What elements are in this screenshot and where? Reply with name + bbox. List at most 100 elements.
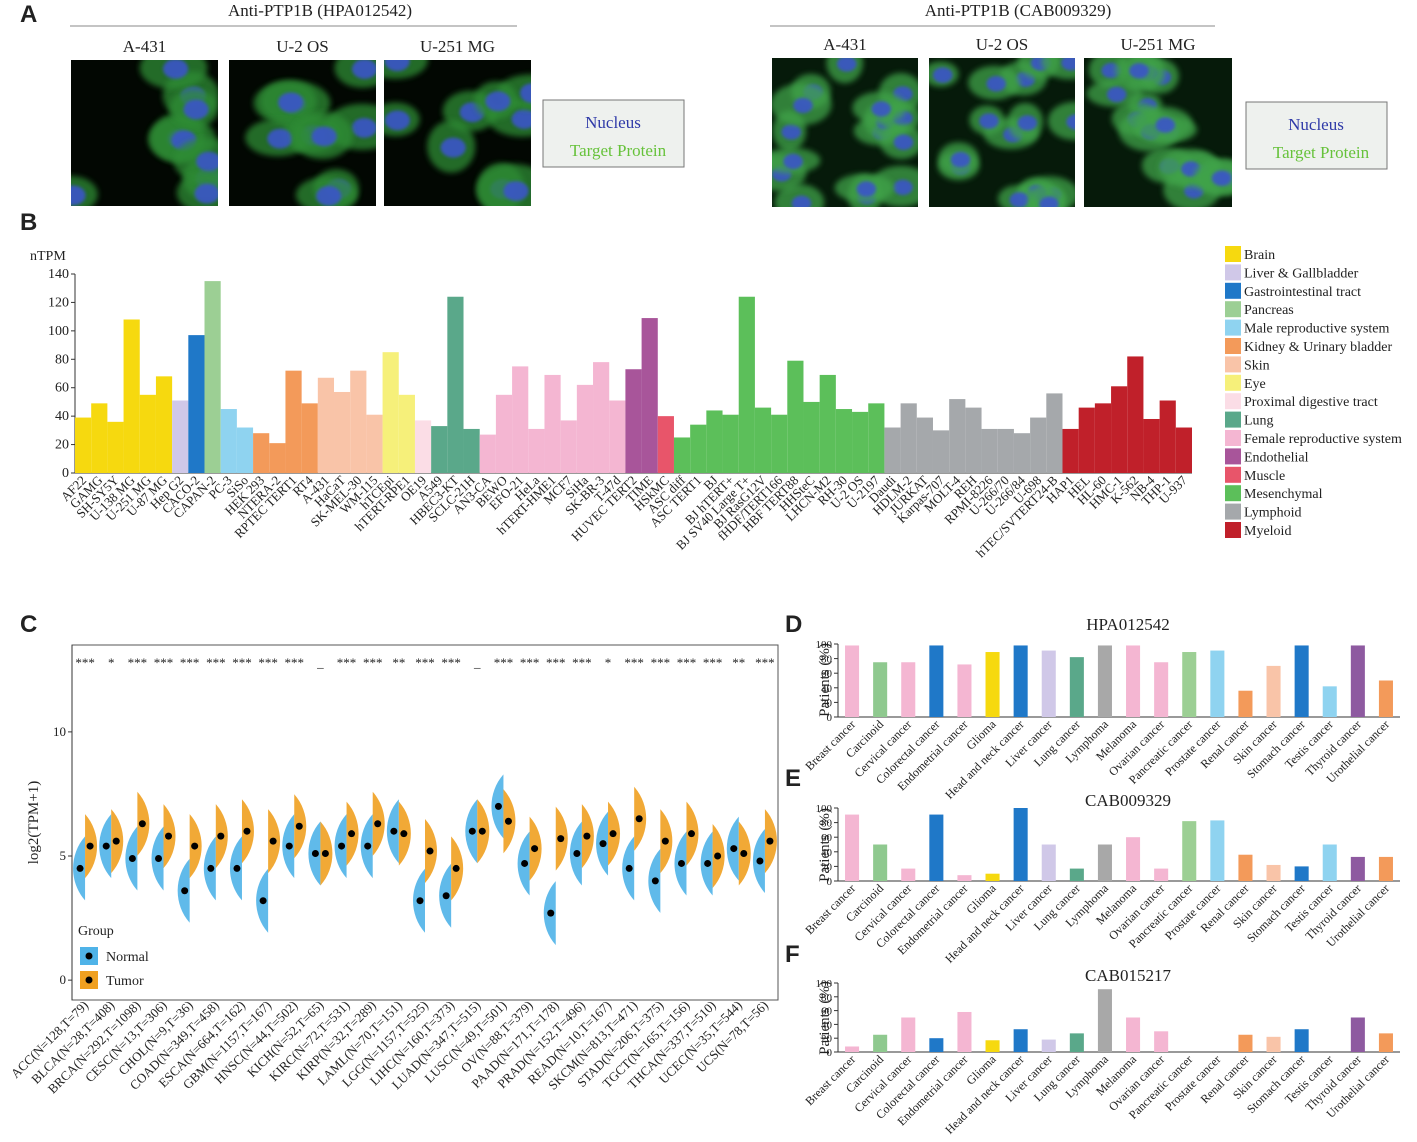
bar <box>1126 837 1141 881</box>
micrograph-content <box>1084 58 1232 207</box>
significance-label: *** <box>546 655 566 670</box>
bar <box>949 399 966 473</box>
bar <box>965 407 982 473</box>
bar <box>1154 1031 1169 1052</box>
legend-swatch <box>1225 393 1241 410</box>
micrograph <box>929 58 1075 207</box>
bar <box>431 426 448 473</box>
y-tick-label: 20 <box>821 697 833 709</box>
bar <box>253 433 270 473</box>
median-point <box>191 842 199 850</box>
bar <box>204 281 221 473</box>
y-tick-label: 5 <box>60 848 67 863</box>
median-point <box>651 877 659 885</box>
median-point <box>128 854 136 862</box>
cell-line-label: U-251 MG <box>420 37 495 56</box>
bar <box>1143 418 1160 473</box>
legend-swatch <box>1225 374 1241 391</box>
bar <box>172 400 189 473</box>
bar <box>1041 1039 1056 1052</box>
median-point <box>217 832 225 840</box>
nucleus <box>1066 114 1075 130</box>
nucleus <box>1129 63 1149 79</box>
median-point <box>86 842 94 850</box>
bar <box>916 417 933 473</box>
significance-label: *** <box>75 655 95 670</box>
cell-line-label: U-251 MG <box>1120 35 1195 54</box>
bar <box>706 410 723 473</box>
median-point <box>416 897 424 905</box>
legend-swatch <box>1225 338 1241 354</box>
chart-title: HPA012542 <box>1086 615 1169 634</box>
significance-label: *** <box>363 655 383 670</box>
y-tick-label: 0 <box>827 1047 833 1059</box>
bar <box>845 1046 860 1052</box>
nucleus <box>950 151 971 168</box>
bar <box>900 403 917 473</box>
nucleus <box>1211 170 1232 186</box>
micrograph-content <box>229 60 376 206</box>
y-tick-label: 20 <box>55 438 69 453</box>
nucleus <box>503 181 529 201</box>
nucleus <box>1039 196 1059 207</box>
median-point <box>468 827 476 835</box>
bar <box>957 1011 972 1052</box>
y-tick-label: 100 <box>816 639 833 651</box>
median-point <box>573 850 581 858</box>
bar <box>641 318 658 473</box>
bar <box>1182 652 1197 717</box>
bar <box>1238 690 1253 717</box>
panel-label: E <box>785 765 801 792</box>
bar <box>873 662 888 717</box>
bar <box>236 427 254 473</box>
bar <box>382 352 399 473</box>
nucleus <box>519 83 531 103</box>
bar <box>981 428 998 473</box>
legend-swatch <box>1225 301 1241 318</box>
nucleus <box>267 128 293 149</box>
bar <box>75 417 92 473</box>
bar <box>1094 403 1112 473</box>
significance-label: *** <box>415 655 435 670</box>
cytoplasm <box>173 138 218 183</box>
bar <box>1041 844 1056 881</box>
micrograph <box>384 60 531 206</box>
bar <box>845 814 860 881</box>
nucleus <box>384 110 411 131</box>
significance-label: *** <box>258 655 278 670</box>
bar <box>107 421 124 473</box>
significance-label: *** <box>285 655 305 670</box>
bar <box>1210 650 1225 717</box>
legend-swatch <box>1225 522 1241 538</box>
y-tick-label: 60 <box>821 1006 833 1018</box>
significance-label: * <box>605 655 612 670</box>
bar <box>1013 433 1031 473</box>
bar <box>1126 645 1141 717</box>
median-point <box>557 835 565 843</box>
nucleus <box>384 60 410 72</box>
bar <box>873 1034 888 1052</box>
bar <box>873 844 888 881</box>
bar <box>932 430 950 473</box>
bar <box>1182 821 1197 881</box>
legend-label: Female reproductive system <box>1244 432 1402 447</box>
median-point <box>531 845 539 853</box>
legend-label: Muscle <box>1244 469 1285 484</box>
nucleus <box>194 183 218 204</box>
median-point <box>452 864 460 872</box>
bar <box>997 428 1014 473</box>
nucleus <box>1106 86 1127 103</box>
median-point <box>102 842 110 850</box>
bar <box>1294 645 1309 717</box>
legend-nucleus: Nucleus <box>1288 115 1344 134</box>
nucleus <box>871 101 892 117</box>
legend-label: Skin <box>1244 358 1270 373</box>
y-tick-label: 100 <box>816 978 833 990</box>
significance-label: *** <box>572 655 592 670</box>
legend-label: Endothelial <box>1244 450 1309 465</box>
bar <box>1069 868 1084 881</box>
significance-label: ** <box>392 655 405 670</box>
bar <box>512 366 529 473</box>
nucleus <box>1017 115 1038 131</box>
